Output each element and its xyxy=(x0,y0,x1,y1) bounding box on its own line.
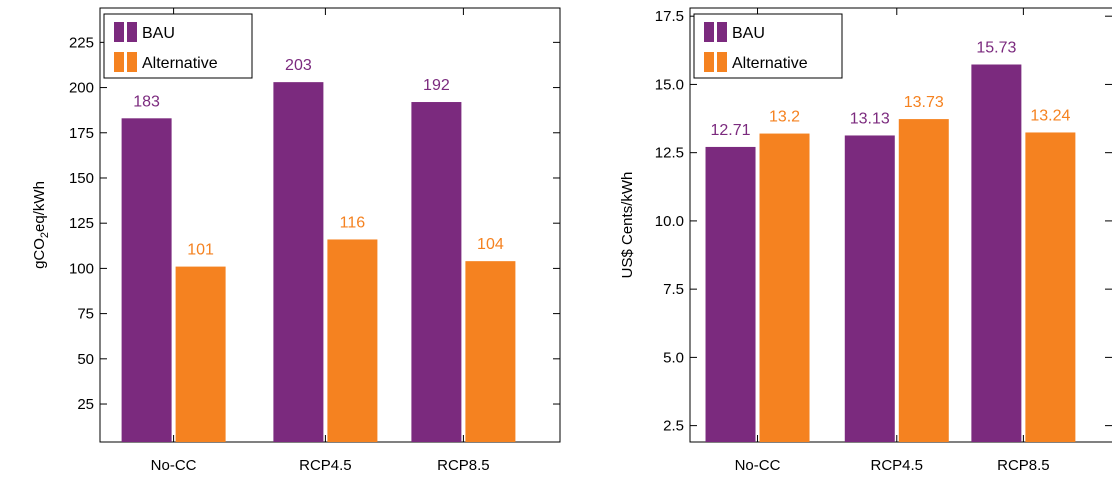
y-tick-label: 5.0 xyxy=(663,349,684,366)
x-tick-label: RCP8.5 xyxy=(997,457,1050,474)
legend-swatch xyxy=(114,52,124,72)
y-axis-label: US$ Cents/kWh xyxy=(619,172,636,279)
legend-swatch xyxy=(114,22,124,42)
bar-alternative-no-cc xyxy=(759,133,810,442)
data-label: 15.73 xyxy=(976,40,1016,57)
legend-swatch xyxy=(704,22,714,42)
y-tick-label: 100 xyxy=(69,260,94,277)
chart-panel-2: 2.5 5.0 7.5 10.0 12.5 15.0 17.5 No-CC RCP4.5 RCP8… xyxy=(619,7,1112,474)
bar-bau-rcp4.5 xyxy=(273,82,324,443)
legend-swatch xyxy=(717,22,727,42)
data-label: 104 xyxy=(477,236,504,253)
y-tick-label: 2.5 xyxy=(663,418,684,435)
y-axis-label: gCO2eq/kWh xyxy=(31,181,51,269)
data-label: 13.2 xyxy=(769,109,800,126)
y-tick-label: 150 xyxy=(69,170,94,187)
bar-bau-rcp8.5 xyxy=(971,64,1022,442)
data-label: 13.24 xyxy=(1030,107,1070,124)
y-tick-label: 125 xyxy=(69,215,94,232)
bar-alternative-rcp4.5 xyxy=(898,119,949,442)
bar-bau-rcp4.5 xyxy=(844,135,895,442)
y-tick-label: 225 xyxy=(69,34,94,51)
legend-swatch xyxy=(127,22,137,42)
data-label: 203 xyxy=(285,57,312,74)
y-tick-label: 12.5 xyxy=(655,145,684,162)
y-tick-label: 15.0 xyxy=(655,76,684,93)
bar-alternative-rcp8.5 xyxy=(465,261,516,442)
x-tick-label: RCP4.5 xyxy=(871,457,924,474)
y-tick-label: 7.5 xyxy=(663,281,684,298)
legend-swatch xyxy=(717,52,727,72)
legend-label: BAU xyxy=(732,25,765,42)
x-tick-label: RCP8.5 xyxy=(437,457,490,474)
data-label: 13.73 xyxy=(904,94,944,111)
legend-swatch xyxy=(704,52,714,72)
x-tick-label: No-CC xyxy=(735,457,781,474)
bar-bau-no-cc xyxy=(121,118,172,442)
x-tick-label: No-CC xyxy=(151,457,197,474)
y-tick-label: 200 xyxy=(69,80,94,97)
legend: BAU Alternative xyxy=(103,13,253,79)
y-tick-label: 75 xyxy=(77,306,94,323)
legend-label: Alternative xyxy=(142,55,218,72)
bar-alternative-no-cc xyxy=(175,266,226,442)
bar-alternative-rcp4.5 xyxy=(327,239,378,442)
x-tick-label: RCP4.5 xyxy=(299,457,352,474)
legend-label: Alternative xyxy=(732,55,808,72)
bar-bau-no-cc xyxy=(705,146,756,443)
chart-panel-1: 25 50 75 100 125 150 175 200 225 No-CC RCP4.5 RCP8.… xyxy=(31,7,561,474)
legend-label: BAU xyxy=(142,25,175,42)
data-label: 192 xyxy=(423,77,450,94)
y-tick-label: 10.0 xyxy=(655,213,684,230)
data-label: 116 xyxy=(340,214,366,231)
data-label: 12.71 xyxy=(710,122,750,139)
y-tick-label: 175 xyxy=(69,125,94,142)
data-label: 183 xyxy=(133,93,160,110)
bar-alternative-rcp8.5 xyxy=(1025,132,1076,442)
data-label: 13.13 xyxy=(850,110,890,127)
y-tick-label: 50 xyxy=(77,351,94,368)
y-tick-label: 17.5 xyxy=(655,8,684,25)
legend: BAU Alternative xyxy=(693,13,843,79)
y-tick-label: 25 xyxy=(77,396,94,413)
data-label: 101 xyxy=(187,242,214,259)
bar-bau-rcp8.5 xyxy=(411,102,462,443)
legend-swatch xyxy=(127,52,137,72)
